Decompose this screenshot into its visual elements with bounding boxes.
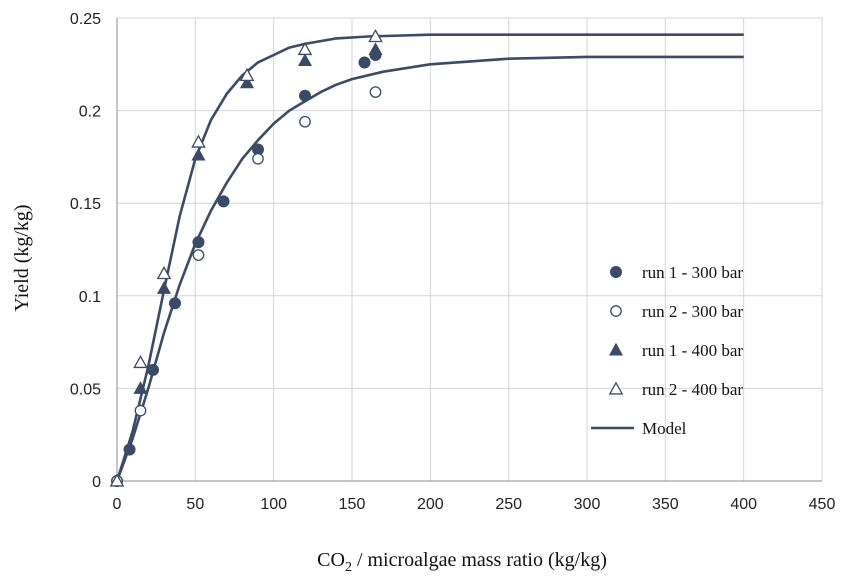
data-point-series-1 [359,57,370,68]
x-tick-label: 150 [339,496,366,513]
x-axis-title-subscript: 2 [345,560,352,575]
legend-marker-1 [611,267,622,278]
data-point-series-1 [218,196,229,207]
data-points [111,30,382,486]
legend-label-4: run 2 - 400 bar [642,380,743,399]
legend: run 1 - 300 bar run 2 - 300 bar run 1 - 40… [591,263,743,438]
x-tick-labels: 0 50 100 150 200 250 300 350 400 450 [113,496,836,513]
data-point-series-1 [169,298,180,309]
y-tick-label: 0.05 [70,381,101,398]
data-point-series-3 [192,149,204,160]
data-point-series-1 [300,90,311,101]
data-point-series-1 [193,237,204,248]
data-point-series-1 [124,444,135,455]
x-axis-title-part1: CO [317,549,345,571]
data-point-series-1 [148,364,159,375]
y-tick-label: 0.1 [79,289,101,306]
y-tick-labels: 0 0.05 0.1 0.15 0.2 0.25 [70,11,101,491]
x-tick-label: 350 [652,496,679,513]
x-tick-label: 100 [260,496,287,513]
y-tick-label: 0.15 [70,196,101,213]
y-tick-label: 0.25 [70,11,101,28]
data-point-series-3 [158,282,170,293]
axes [117,18,822,481]
x-tick-label: 200 [417,496,444,513]
data-point-series-2 [135,405,145,415]
x-tick-label: 400 [730,496,757,513]
x-tick-label: 50 [186,496,204,513]
data-point-series-2 [193,250,203,260]
data-point-series-3 [369,43,381,54]
data-point-series-3 [299,54,311,65]
legend-label-3: run 1 - 400 bar [642,341,743,360]
legend-label-model: Model [642,419,687,438]
x-tick-label: 300 [574,496,601,513]
x-tick-label: 450 [809,496,836,513]
x-tick-label: 250 [495,496,522,513]
data-point-series-4 [134,356,146,367]
y-tick-label: 0.2 [79,104,101,121]
data-point-series-2 [253,154,263,164]
data-point-series-2 [300,117,310,127]
x-axis-title-part2: / microalgae mass ratio (kg/kg) [352,549,607,571]
legend-marker-2 [611,306,621,316]
data-point-series-2 [370,87,380,97]
legend-label-2: run 2 - 300 bar [642,302,743,321]
legend-label-1: run 1 - 300 bar [642,263,743,282]
x-axis-title: CO2 / microalgae mass ratio (kg/kg) [317,549,607,575]
grid-lines [117,18,822,481]
y-axis-title: Yield (kg/kg) [11,204,33,311]
x-tick-label: 0 [113,496,122,513]
legend-marker-3 [610,344,622,355]
y-tick-label: 0 [92,474,101,491]
